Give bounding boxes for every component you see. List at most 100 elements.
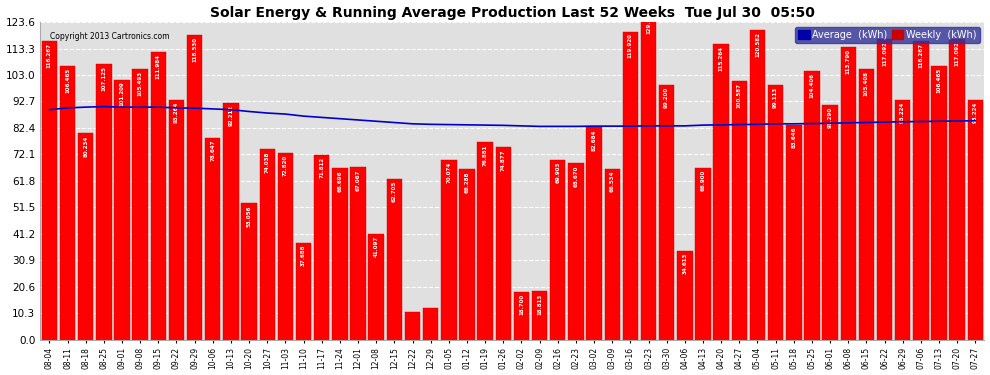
Bar — [895, 100, 911, 339]
Text: 99.113: 99.113 — [773, 87, 778, 108]
Bar — [932, 66, 946, 339]
Text: 113.790: 113.790 — [845, 50, 850, 74]
Text: 69.903: 69.903 — [555, 162, 560, 183]
Bar — [768, 85, 783, 339]
Bar — [695, 168, 711, 339]
Text: 76.881: 76.881 — [483, 144, 488, 165]
Legend: Average  (kWh), Weekly  (kWh): Average (kWh), Weekly (kWh) — [795, 27, 979, 43]
Text: 118.530: 118.530 — [192, 37, 197, 62]
Text: 116.267: 116.267 — [47, 43, 51, 68]
Text: 41.097: 41.097 — [373, 236, 379, 257]
Bar — [205, 138, 221, 339]
Bar — [514, 291, 530, 339]
Bar — [42, 41, 57, 339]
Bar — [133, 69, 148, 339]
Title: Solar Energy & Running Average Production Last 52 Weeks  Tue Jul 30  05:50: Solar Energy & Running Average Productio… — [210, 6, 815, 20]
Bar — [223, 103, 239, 339]
Bar — [532, 291, 547, 339]
Bar — [641, 7, 656, 339]
Text: 101.209: 101.209 — [120, 82, 125, 106]
Bar — [59, 66, 75, 339]
Text: 111.984: 111.984 — [155, 54, 160, 79]
Bar — [568, 163, 584, 339]
Text: 62.705: 62.705 — [392, 181, 397, 202]
Bar — [187, 35, 202, 339]
Bar — [296, 243, 311, 339]
Text: 83.646: 83.646 — [791, 127, 796, 148]
Text: 66.534: 66.534 — [610, 171, 615, 192]
Bar — [350, 167, 365, 339]
Bar — [605, 169, 620, 339]
Text: 66.900: 66.900 — [701, 170, 706, 191]
Text: 116.267: 116.267 — [919, 43, 924, 68]
Text: 92.212: 92.212 — [229, 105, 234, 126]
Bar — [405, 312, 420, 339]
Bar — [749, 30, 765, 339]
Text: 37.688: 37.688 — [301, 245, 306, 266]
Text: 67.067: 67.067 — [355, 170, 360, 191]
Bar — [78, 134, 93, 339]
Bar — [242, 203, 256, 339]
Bar — [387, 178, 402, 339]
Text: 18.700: 18.700 — [519, 294, 524, 315]
Bar — [550, 160, 565, 339]
Bar — [96, 64, 112, 339]
Text: 100.587: 100.587 — [737, 83, 742, 108]
Text: 66.696: 66.696 — [338, 170, 343, 192]
Bar — [877, 39, 892, 339]
Bar — [804, 71, 820, 339]
Text: 82.684: 82.684 — [592, 129, 597, 151]
Text: 78.647: 78.647 — [210, 140, 215, 161]
Bar — [841, 47, 856, 339]
Bar — [368, 234, 384, 339]
Bar — [314, 155, 330, 339]
Bar — [786, 125, 802, 339]
Text: 93.224: 93.224 — [973, 102, 978, 123]
Bar — [623, 32, 639, 339]
Text: 71.812: 71.812 — [319, 157, 324, 178]
Bar — [477, 142, 493, 339]
Text: 107.125: 107.125 — [101, 66, 106, 92]
Text: 74.038: 74.038 — [264, 152, 269, 173]
Bar — [967, 100, 983, 339]
Text: 80.234: 80.234 — [83, 135, 88, 157]
Bar — [114, 80, 130, 339]
Bar — [913, 41, 929, 339]
Text: 106.465: 106.465 — [65, 68, 70, 93]
Text: 70.074: 70.074 — [446, 162, 451, 183]
Bar — [823, 105, 838, 339]
Text: 104.406: 104.406 — [810, 74, 815, 99]
Bar — [732, 81, 747, 339]
Bar — [858, 69, 874, 339]
Text: Copyright 2013 Cartronics.com: Copyright 2013 Cartronics.com — [50, 32, 169, 40]
Text: 93.224: 93.224 — [900, 102, 905, 123]
Text: 34.613: 34.613 — [682, 253, 687, 274]
Text: 129.642: 129.642 — [646, 9, 651, 34]
Text: 93.264: 93.264 — [174, 102, 179, 123]
Bar — [168, 100, 184, 339]
Text: 105.493: 105.493 — [138, 70, 143, 96]
Bar — [677, 251, 693, 339]
Bar — [459, 169, 474, 339]
Text: 72.820: 72.820 — [283, 154, 288, 176]
Text: 115.264: 115.264 — [719, 46, 724, 70]
Bar — [714, 44, 729, 339]
Text: 68.670: 68.670 — [573, 165, 578, 187]
Text: 117.092: 117.092 — [954, 41, 959, 66]
Text: 106.465: 106.465 — [937, 68, 941, 93]
Bar — [949, 39, 965, 339]
Text: 117.092: 117.092 — [882, 41, 887, 66]
Text: 66.288: 66.288 — [464, 171, 469, 193]
Text: 99.200: 99.200 — [664, 87, 669, 108]
Bar — [442, 160, 456, 339]
Bar — [496, 147, 511, 339]
Text: 105.408: 105.408 — [864, 71, 869, 96]
Bar — [423, 308, 439, 339]
Text: 91.290: 91.290 — [828, 107, 833, 128]
Bar — [150, 52, 166, 339]
Text: 74.877: 74.877 — [501, 149, 506, 171]
Bar — [586, 127, 602, 339]
Bar — [277, 153, 293, 339]
Text: 53.056: 53.056 — [247, 206, 251, 227]
Text: 18.813: 18.813 — [538, 293, 543, 315]
